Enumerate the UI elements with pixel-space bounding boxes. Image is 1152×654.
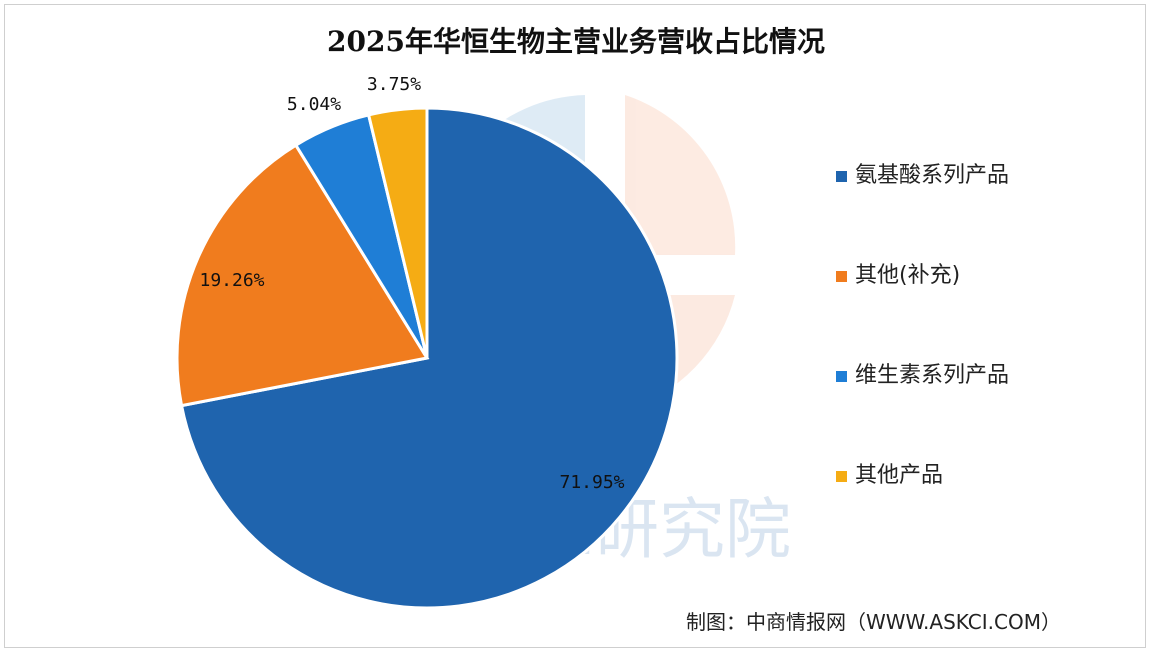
slice-amino-acid — [179, 106, 679, 610]
legend-item-amino-acid: 氨基酸系列产品 — [836, 160, 1009, 260]
legend-swatch — [836, 371, 847, 382]
legend-label: 维生素系列产品 — [855, 363, 1010, 388]
legend-label: 氨基酸系列产品 — [855, 163, 1010, 188]
chart-legend: 氨基酸系列产品 其他(补充) 维生素系列产品 其他产品 — [836, 160, 1009, 560]
legend-label: 其他(补充) — [855, 263, 961, 288]
legend-item-other-products: 其他产品 — [836, 460, 1009, 560]
label-amino-acid: 71.95% — [559, 472, 624, 493]
legend-item-other-supplement: 其他(补充) — [836, 260, 1009, 360]
slice-other-supplement — [175, 143, 430, 408]
source-credit: 制图：中商情报网（WWW.ASKCI.COM） — [686, 610, 1061, 634]
label-vitamin: 5.04% — [287, 94, 341, 115]
legend-swatch — [836, 471, 847, 482]
label-other-products: 3.75% — [367, 74, 421, 95]
pie-slices — [175, 106, 679, 610]
legend-label: 其他产品 — [855, 463, 944, 488]
legend-swatch — [836, 171, 847, 182]
legend-swatch — [836, 271, 847, 282]
label-other-supplement: 19.26% — [199, 270, 264, 291]
chart-title: 2025年华恒生物主营业务营收占比情况 — [327, 25, 825, 58]
slice-other-products — [366, 106, 429, 359]
legend-item-vitamin: 维生素系列产品 — [836, 360, 1009, 460]
pie-data-labels: 71.95% 19.26% 5.04% 3.75% — [199, 74, 624, 493]
